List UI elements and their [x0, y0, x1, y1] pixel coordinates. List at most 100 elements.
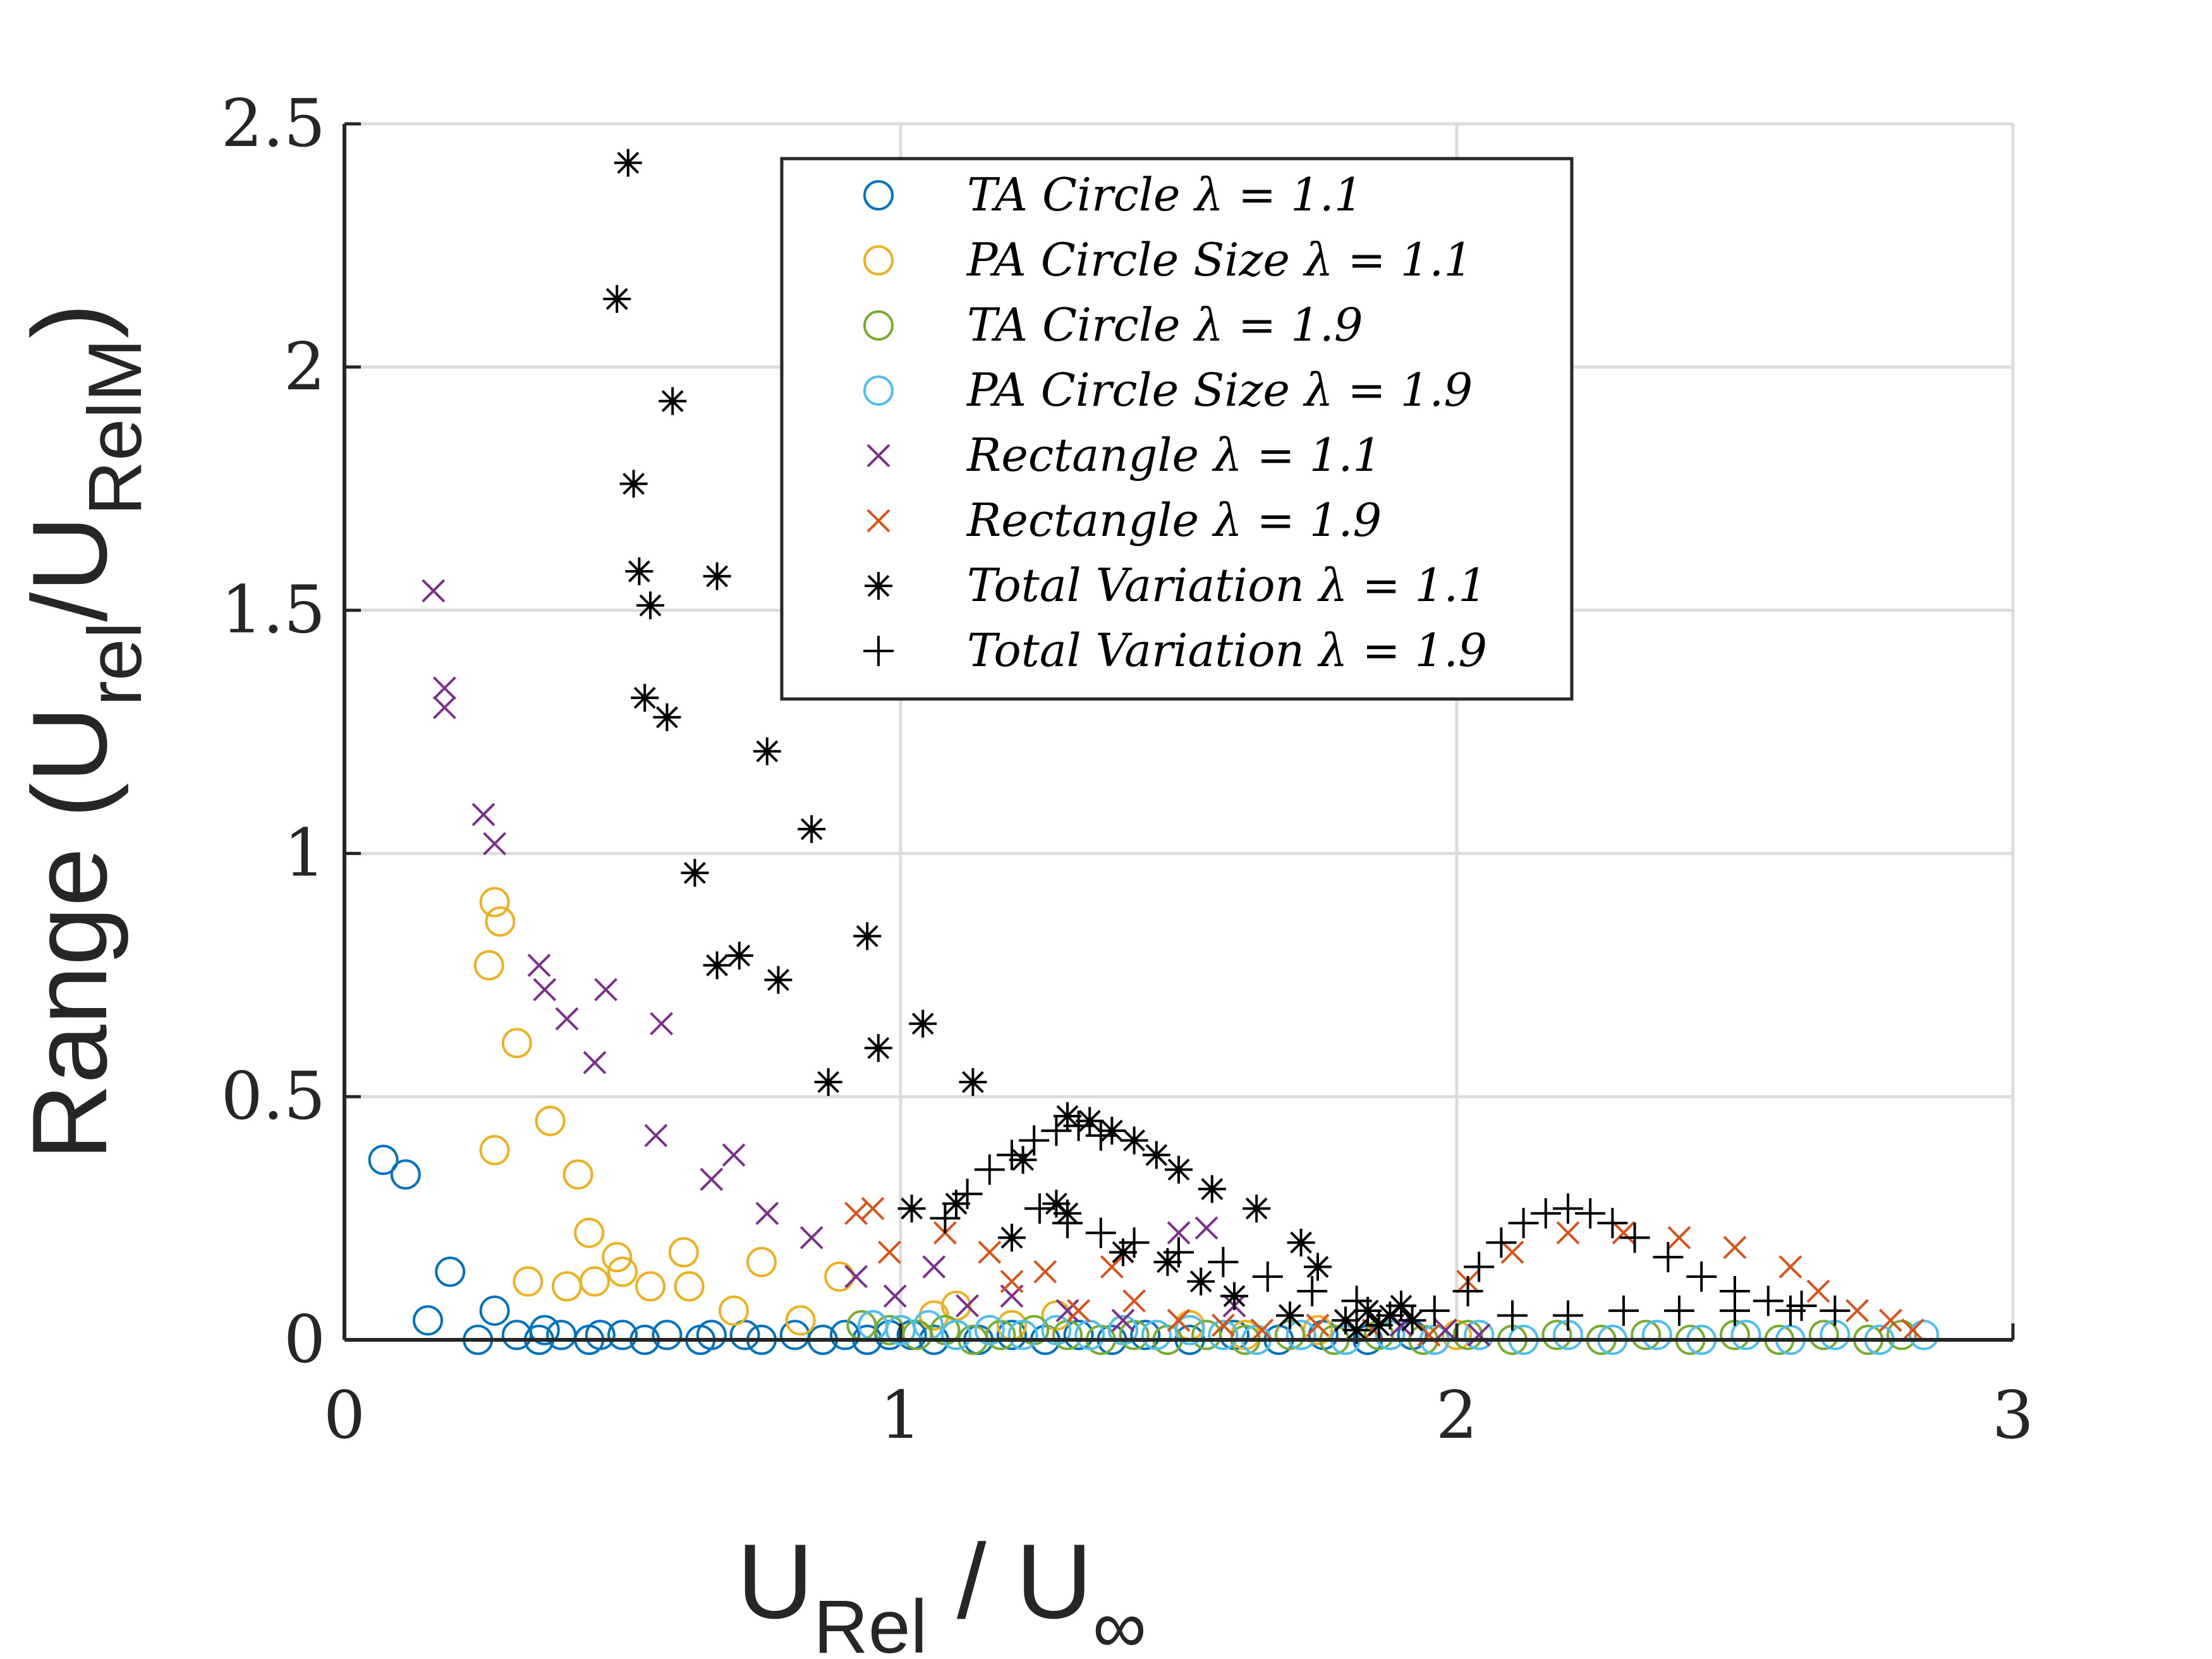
data-point [1664, 1295, 1694, 1326]
data-point [1109, 1238, 1137, 1267]
data-point [922, 1255, 946, 1279]
data-point [1909, 1320, 1940, 1351]
data-point [1556, 1221, 1580, 1245]
data-point [997, 1139, 1027, 1170]
data-point [1041, 1115, 1072, 1146]
legend-label: Total Variation λ = 1.9 [967, 624, 1487, 677]
data-point [1098, 1117, 1126, 1145]
data-point [1100, 1255, 1124, 1279]
legend-entry: TA Circle λ = 1.1 [863, 168, 1363, 221]
data-point [635, 1271, 665, 1302]
data-point [1033, 1260, 1057, 1284]
data-point [674, 1271, 705, 1302]
data-point [1376, 1301, 1404, 1330]
data-point [798, 815, 826, 843]
data-point [998, 1224, 1026, 1252]
data-point [799, 1225, 823, 1249]
data-point [1208, 1320, 1239, 1351]
legend-marker [863, 180, 894, 210]
data-point [1063, 1320, 1094, 1351]
data-point [1686, 1261, 1717, 1292]
data-point [1901, 1318, 1925, 1342]
legend-label: TA Circle λ = 1.9 [967, 298, 1363, 351]
data-point [700, 1167, 724, 1191]
data-point [607, 1256, 638, 1287]
data-point [1631, 1320, 1662, 1351]
data-point [952, 1179, 983, 1210]
legend-marker [863, 636, 894, 666]
data-point [681, 859, 709, 887]
data-point [1806, 1279, 1830, 1303]
data-point [1452, 1320, 1483, 1351]
data-point [1433, 1318, 1457, 1342]
data-point [1619, 1222, 1650, 1253]
data-point [1398, 1306, 1426, 1335]
data-point [1074, 1320, 1105, 1351]
data-point [471, 803, 495, 827]
data-point [909, 1009, 937, 1038]
data-point [1252, 1261, 1283, 1292]
data-point [1775, 1295, 1806, 1326]
legend-label: Rectangle λ = 1.9 [966, 494, 1382, 547]
data-point [725, 942, 753, 970]
data-point [479, 1295, 510, 1326]
data-point [1553, 1300, 1583, 1331]
data-point [877, 1241, 901, 1264]
series-5 [422, 579, 1491, 1347]
data-point [529, 1315, 560, 1346]
legend-marker [863, 245, 894, 276]
data-point [1553, 1193, 1583, 1224]
data-point [1041, 1315, 1072, 1346]
legend-marker [863, 310, 894, 341]
y-axis-label-pre: Range (U [10, 706, 129, 1160]
data-point [864, 1034, 892, 1062]
data-point [974, 1154, 1005, 1185]
y-tick-label: 1.5 [221, 571, 325, 648]
data-point [978, 1241, 1002, 1264]
data-point [1464, 1251, 1495, 1282]
y-axis-label-post: ) [10, 303, 129, 339]
data-point [1085, 1217, 1116, 1248]
legend-marker [866, 444, 890, 468]
data-point [883, 1284, 907, 1308]
tick-labels: 0 1 2 3 0 0.5 1 1.5 2 2.5 [221, 85, 2034, 1454]
data-point [1541, 1320, 1572, 1351]
data-point [1000, 1270, 1024, 1294]
data-point [1287, 1229, 1315, 1257]
data-point [1306, 1313, 1330, 1337]
data-point [814, 1068, 842, 1097]
data-point [619, 470, 648, 498]
data-point [1165, 1155, 1193, 1184]
x-tick-label: 3 [1992, 1376, 2034, 1454]
data-point [527, 953, 551, 977]
data-point [659, 387, 687, 415]
data-point [479, 1134, 510, 1165]
legend-label: TA Circle λ = 1.1 [967, 168, 1363, 221]
data-point [1130, 1320, 1161, 1351]
data-point [1341, 1285, 1372, 1316]
data-point [585, 1320, 616, 1351]
data-point [533, 978, 557, 1002]
data-point [607, 1320, 638, 1351]
data-point [997, 1320, 1027, 1351]
data-point [653, 703, 681, 731]
x-axis-label-sub: Rel [813, 1584, 927, 1659]
data-point [853, 922, 882, 951]
data-point [974, 1315, 1005, 1346]
data-point [861, 1196, 885, 1220]
data-point [1887, 1320, 1917, 1351]
data-point [650, 1012, 674, 1036]
data-point [583, 1050, 607, 1074]
data-point [1041, 1300, 1072, 1331]
data-point [368, 1145, 399, 1176]
data-point [390, 1159, 421, 1190]
data-point [1297, 1276, 1328, 1307]
data-point [1808, 1320, 1839, 1351]
legend-label: PA Circle Size λ = 1.9 [966, 363, 1473, 416]
legend-label: Total Variation λ = 1.1 [967, 559, 1487, 612]
data-point [1122, 1289, 1146, 1313]
data-point [668, 1237, 699, 1268]
data-point [594, 978, 618, 1002]
legend-entry: Rectangle λ = 1.9 [866, 494, 1382, 547]
